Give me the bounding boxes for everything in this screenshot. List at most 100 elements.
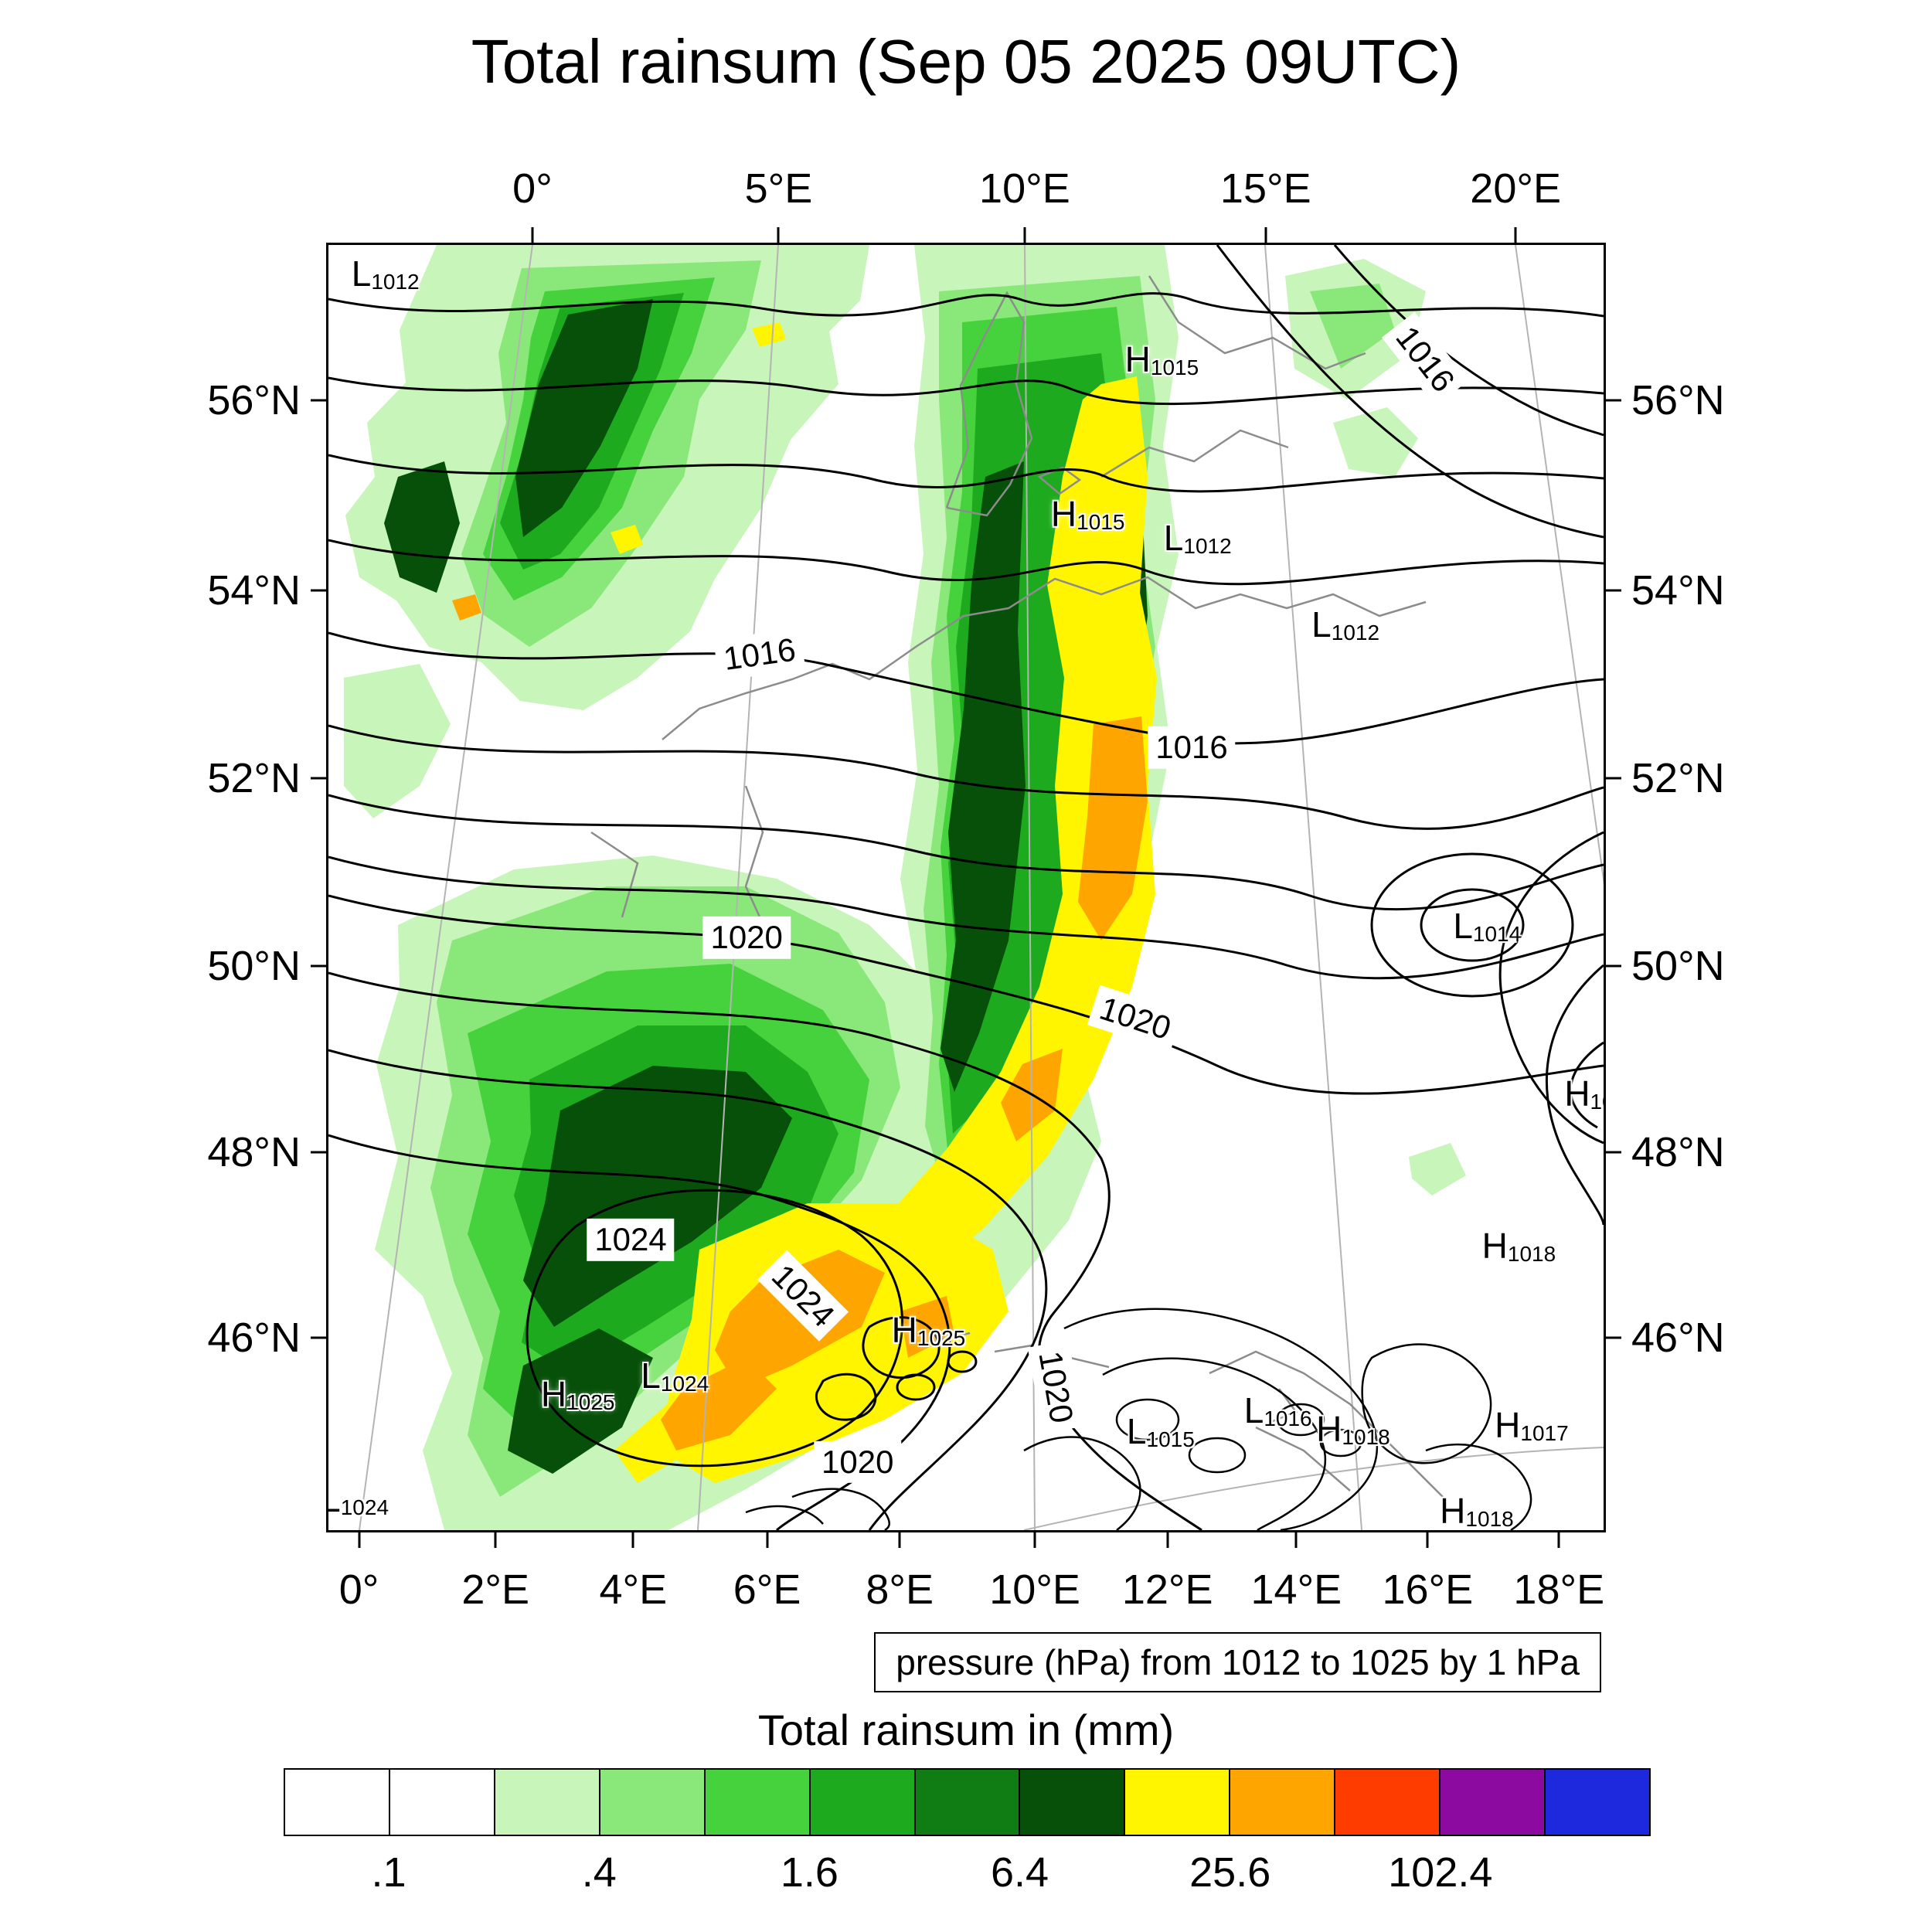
pressure-marker-letter: H [1495, 1404, 1521, 1445]
right-tick [1606, 777, 1621, 780]
pressure-marker-letter: L [641, 1355, 661, 1396]
contour-shape [1361, 1343, 1492, 1464]
coastline-shape [1272, 1388, 1298, 1423]
contour-label: 1016 [1381, 311, 1469, 407]
colorbar-tick-label: .4 [581, 1849, 617, 1896]
top-tick [777, 227, 780, 243]
contour-shape [1102, 1357, 1327, 1530]
pressure-marker-h: H1018 [1482, 1225, 1556, 1267]
pressure-marker-h: H1015 [1125, 338, 1199, 380]
contour-shape [1023, 1436, 1141, 1530]
pressure-marker-value: 1014 [1472, 922, 1522, 947]
contour-shape [328, 971, 1202, 1530]
contour-label: 1024 [757, 1250, 849, 1342]
bottom-tick [631, 1532, 634, 1548]
pressure-marker-value: 1017 [1520, 1420, 1569, 1445]
pressure-marker-l: L1024 [328, 1478, 389, 1520]
pressure-marker-value: 1015 [1077, 509, 1125, 534]
contour-shape [328, 292, 1604, 318]
bottom-tick-label: 12°E [1121, 1566, 1213, 1613]
pressure-marker-letter: H [1564, 1073, 1590, 1114]
colorbar-tick-labels: .1 .4 1.6 6.4 25.6 102.4 [284, 1849, 1651, 1903]
pressure-marker-letter: L [1126, 1410, 1147, 1451]
pressure-marker-letter: H [540, 1373, 567, 1414]
left-tick-label: 56°N [207, 377, 301, 424]
colorbar-cell [1125, 1770, 1231, 1835]
top-tick-label: 0° [512, 165, 553, 212]
contour-shape [1333, 245, 1604, 437]
left-tick [311, 589, 326, 592]
contour-shape [862, 1316, 940, 1379]
right-tick [1606, 964, 1621, 968]
orange-rain-core [1078, 716, 1148, 940]
bottom-tick [494, 1532, 497, 1548]
pressure-marker-value: 10 [1590, 1089, 1604, 1114]
bottom-tick [1426, 1532, 1429, 1548]
contour-shape [1545, 964, 1604, 1226]
map-frame: L1012H1015H1015L1012L1012L1014H10H1018H1… [207, 165, 1724, 1613]
contour-label: 1024 [587, 1218, 675, 1261]
pressure-marker-value: 1025 [917, 1325, 966, 1350]
rain-shape [452, 594, 481, 621]
bottom-tick [898, 1532, 901, 1548]
contour-shape [896, 1373, 936, 1401]
colorbar-cell [810, 1770, 916, 1835]
coastline-shape [744, 785, 772, 941]
pressure-marker-value: 1016 [1264, 1406, 1312, 1431]
map-area: L1012H1015H1015L1012L1012L1014H10H1018H1… [328, 245, 1604, 1530]
contour-shape [1498, 831, 1604, 1145]
contour-label: 1016 [713, 628, 806, 682]
left-tick [311, 399, 326, 402]
right-tick-label: 46°N [1631, 1314, 1725, 1361]
rain-shape [1333, 407, 1418, 477]
bottom-tick [1166, 1532, 1169, 1548]
contour-shape [1063, 1308, 1379, 1530]
pressure-marker-value: 1015 [1146, 1427, 1195, 1452]
pressure-marker-value: 1024 [340, 1495, 389, 1520]
graticule-shape [697, 245, 779, 1530]
graticule-shape [1515, 245, 1604, 885]
bottom-tick-label: 14°E [1250, 1566, 1342, 1613]
rain-shape [752, 322, 786, 347]
bottom-tick-label: 10°E [989, 1566, 1080, 1613]
page-title: Total rainsum (Sep 05 2025 09UTC) [471, 27, 1461, 96]
rain-shape [384, 461, 460, 593]
rain-shape [940, 461, 1026, 1092]
contour-shape [328, 631, 1604, 745]
contour-shape [1115, 1398, 1180, 1441]
bottom-tick-label: 6°E [733, 1566, 801, 1613]
bottom-tick-label: 16°E [1382, 1566, 1474, 1613]
pressure-marker-h: H1018 [1440, 1490, 1514, 1530]
colorbar-cell [1335, 1770, 1441, 1835]
colorbar-cell [389, 1770, 495, 1835]
bottom-tick-label: 8°E [866, 1566, 934, 1613]
coastline-shape [1209, 1350, 1444, 1498]
pressure-marker-value: 1012 [1331, 620, 1380, 645]
colorbar-cell [1440, 1770, 1546, 1835]
top-tick [1264, 227, 1267, 243]
pressure-marker-l: L1012 [352, 252, 420, 294]
rain-shape [523, 1066, 792, 1327]
right-tick-label: 50°N [1631, 942, 1725, 989]
graticule-layer [359, 245, 1604, 1530]
contour-label: 1016 [1148, 726, 1236, 769]
top-tick [1023, 227, 1026, 243]
top-tick [531, 227, 534, 243]
pressure-marker-value: 1018 [1342, 1424, 1390, 1449]
left-tick-label: 52°N [207, 755, 301, 802]
right-tick [1606, 1336, 1621, 1339]
pressure-marker-letter: H [1050, 493, 1077, 534]
pressure-marker-h: H1018 [1316, 1408, 1390, 1450]
left-tick-label: 46°N [207, 1314, 301, 1361]
pressure-marker-letter: L [1453, 906, 1473, 947]
colorbar-tick-label: 1.6 [780, 1849, 838, 1896]
colorbar-cell [1020, 1770, 1126, 1835]
left-tick-label: 54°N [207, 567, 301, 614]
left-tick [311, 777, 326, 780]
contour-shape [745, 1505, 824, 1525]
top-tick-label: 10°E [979, 165, 1070, 212]
contour-shape [1425, 1444, 1532, 1530]
left-tick [311, 1151, 326, 1154]
contour-label: 1020 [814, 1440, 902, 1484]
map-label-overlay: L1012H1015H1015L1012L1012L1014H10H1018H1… [328, 245, 1604, 1530]
